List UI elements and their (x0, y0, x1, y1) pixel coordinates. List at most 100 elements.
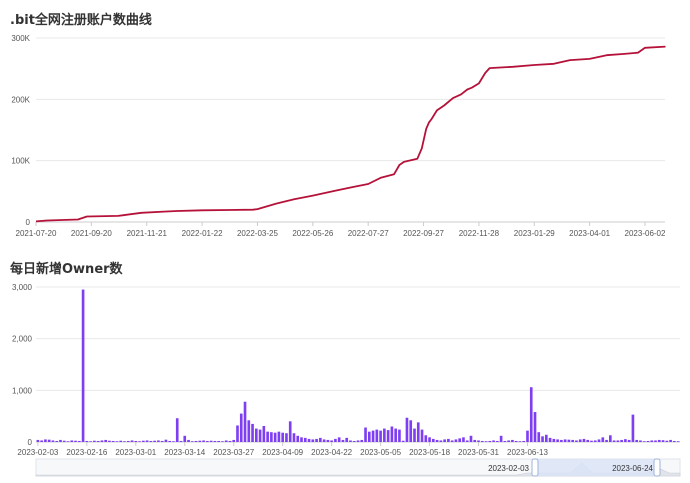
daily-owner-bar (251, 423, 254, 442)
daily-owner-bar (243, 401, 247, 442)
daily-owner-bar (458, 438, 462, 442)
daily-owner-bar (432, 438, 435, 442)
zoom-slider-left-handle[interactable] (531, 458, 539, 477)
daily-owner-bar (85, 440, 89, 442)
daily-owner-bar (624, 439, 627, 442)
daily-owner-bar (386, 430, 390, 442)
daily-owner-bar (89, 441, 92, 442)
daily-owner-bar (673, 440, 676, 442)
daily-owner-bar (586, 439, 590, 442)
daily-owner-bar (262, 425, 266, 442)
daily-owner-bar (258, 429, 262, 442)
daily-owner-bar (605, 439, 608, 442)
daily-owner-bar (81, 289, 85, 442)
daily-owner-bar (273, 432, 277, 442)
x-tick-label: 2023-04-09 (262, 448, 303, 457)
daily-owner-bar (507, 440, 510, 442)
daily-owner-bar (514, 440, 518, 442)
zoom-slider[interactable]: 2023-02-03 2023-06-24 (35, 458, 681, 477)
zoom-slider-right-handle[interactable] (653, 458, 661, 477)
daily-owner-bar (337, 437, 341, 442)
daily-owner-bar (100, 440, 104, 442)
daily-owner-bar (266, 431, 269, 442)
daily-owner-bar (209, 440, 213, 442)
daily-owner-bar (518, 441, 522, 442)
daily-owner-bar (488, 440, 492, 442)
x-tick-label: 2022-09-27 (403, 229, 444, 238)
y-tick-label: 0 (26, 218, 31, 227)
daily-owner-bar (522, 440, 526, 442)
daily-owner-bar (661, 440, 665, 442)
daily-owner-bar (484, 441, 488, 442)
daily-owner-bar (492, 440, 495, 442)
daily-owner-bar (164, 439, 168, 442)
x-tick-label: 2021-09-20 (71, 229, 112, 238)
daily-owner-bar (477, 440, 480, 442)
daily-owner-bar (503, 440, 507, 442)
daily-owner-bar (319, 437, 322, 442)
daily-owner-bar (627, 439, 631, 442)
daily-owner-bar (108, 440, 111, 442)
daily-owner-bar (428, 437, 431, 442)
x-tick-label: 2023-03-27 (213, 448, 254, 457)
daily-owner-bar (657, 439, 661, 442)
x-tick-label: 2023-01-29 (514, 229, 555, 238)
daily-owner-bar (364, 427, 367, 442)
daily-owner-bar (371, 430, 375, 442)
x-tick-label: 2023-03-01 (115, 448, 156, 457)
daily-owner-bar (646, 440, 650, 442)
daily-owner-bar (236, 425, 239, 442)
daily-owner-bar (288, 421, 292, 442)
daily-owner-bar (145, 440, 149, 442)
x-tick-label: 2023-02-03 (17, 448, 58, 457)
daily-owner-bar (447, 438, 450, 442)
daily-owner-bar (405, 417, 409, 442)
daily-owner-bar (149, 440, 153, 442)
daily-owner-bar (552, 438, 556, 442)
daily-owner-bar (285, 433, 288, 442)
daily-owner-bar (360, 439, 364, 442)
daily-owner-bar (326, 439, 330, 442)
daily-owner-bar (206, 440, 209, 442)
daily-owner-bar (597, 439, 601, 442)
daily-owner-bar (168, 440, 172, 442)
daily-owner-bar (51, 440, 55, 442)
daily-owner-bar (55, 440, 59, 442)
daily-owner-bar (567, 439, 571, 442)
daily-owner-bar (450, 440, 454, 442)
daily-owner-bar (307, 438, 311, 442)
daily-owner-bar (590, 440, 593, 442)
daily-owner-bar (398, 429, 401, 442)
daily-owner-bar (529, 387, 533, 442)
daily-owner-bar (654, 440, 657, 442)
daily-owner-bar (175, 418, 179, 442)
x-tick-label: 2022-03-25 (237, 229, 278, 238)
daily-owner-bar (356, 440, 360, 442)
x-tick-label: 2023-04-22 (311, 448, 352, 457)
daily-owner-bar (111, 440, 115, 442)
daily-owner-bar (435, 439, 439, 442)
daily-owner-bar (541, 436, 544, 442)
x-tick-label: 2021-07-20 (16, 229, 57, 238)
daily-owner-bar (526, 430, 529, 442)
daily-owner-bar (349, 440, 352, 442)
daily-owner-bar (616, 440, 620, 442)
daily-owner-bar (123, 441, 126, 442)
daily-owner-bar (352, 440, 356, 442)
daily-owner-bar (221, 441, 224, 442)
daily-owner-bar (315, 438, 318, 442)
x-tick-label: 2023-06-02 (625, 229, 666, 238)
x-tick-label: 2022-01-22 (182, 229, 223, 238)
daily-owner-bar (462, 437, 465, 442)
daily-owner-bar (379, 430, 382, 442)
y-tick-label: 300K (11, 34, 30, 43)
daily-owner-bar (296, 435, 300, 442)
daily-owner-bar (153, 440, 156, 442)
daily-owner-bar (334, 438, 337, 442)
daily-owner-bar (292, 433, 296, 442)
daily-owner-bar (620, 439, 623, 442)
daily-owner-bar (93, 440, 96, 442)
x-tick-label: 2023-02-16 (66, 448, 107, 457)
daily-owner-bar (635, 439, 639, 442)
x-tick-label: 2023-04-01 (569, 229, 610, 238)
